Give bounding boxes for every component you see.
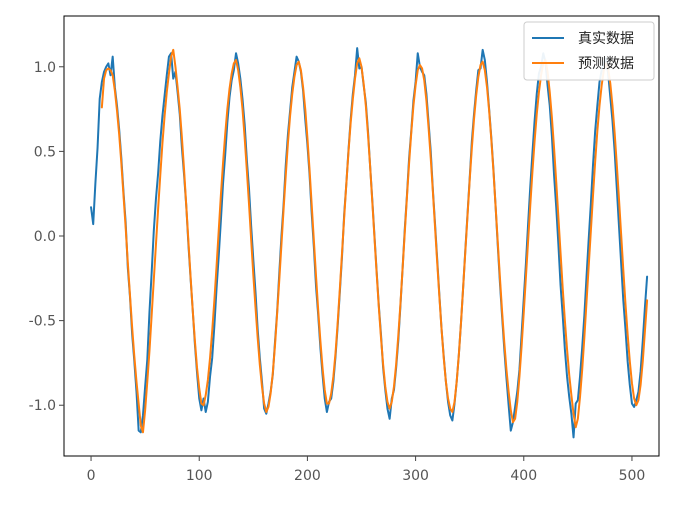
x-tick-label-4: 400 [510, 468, 537, 484]
x-tick-label-5: 500 [619, 468, 646, 484]
y-tick-label-2: 0.0 [34, 229, 56, 245]
x-tick-label-1: 100 [186, 468, 213, 484]
y-tick-label-1: -0.5 [29, 314, 56, 330]
y-tick-label-0: -1.0 [29, 398, 56, 414]
legend-label-real: 真实数据 [578, 31, 634, 47]
series-line-pred [100, 48, 649, 434]
y-tick-label-3: 0.5 [34, 144, 56, 160]
x-tick-label-3: 300 [402, 468, 429, 484]
legend-label-pred: 预测数据 [578, 56, 634, 72]
legend: 真实数据 预测数据 [523, 21, 655, 81]
x-tick-label-0: 0 [87, 468, 96, 484]
x-tick-label-2: 200 [294, 468, 321, 484]
x-axis: 0 100 200 300 400 500 [87, 456, 646, 484]
legend-box [523, 21, 655, 81]
series-layer [90, 47, 649, 439]
y-tick-label-4: 1.0 [34, 60, 56, 76]
y-axis: -1.0 -0.5 0.0 0.5 1.0 [29, 60, 64, 414]
